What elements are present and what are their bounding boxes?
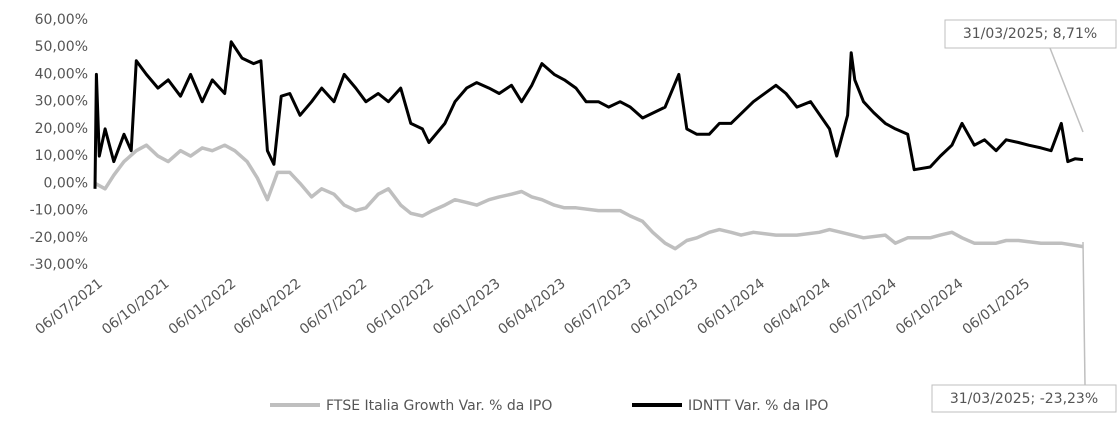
y-tick-label: -10,00% [30, 203, 88, 219]
x-tick-label: 06/10/2024 [893, 276, 967, 338]
y-tick-label: 50,00% [35, 39, 88, 55]
callout-leader [1049, 47, 1084, 133]
annotation: 31/03/2025; -23,23% [950, 391, 1098, 407]
y-tick-label: 20,00% [35, 121, 88, 137]
y-tick-label: 0,00% [44, 175, 88, 191]
y-tick-label: -30,00% [30, 257, 88, 273]
x-tick-label: 06/07/2022 [297, 276, 370, 338]
y-tick-label: 60,00% [35, 12, 88, 28]
x-tick-label: 06/10/2023 [628, 276, 701, 338]
line-series [93, 40, 1084, 189]
x-tick-label: 06/04/2022 [231, 276, 304, 338]
legend-label: IDNTT Var. % da IPO [688, 398, 828, 414]
x-tick-label: 06/01/2024 [695, 276, 769, 338]
callout-leader [1082, 241, 1086, 386]
y-tick-label: 10,00% [35, 148, 88, 164]
annotation: 31/03/2025; 8,71% [963, 26, 1097, 42]
x-tick-label: 06/04/2023 [495, 276, 568, 338]
x-tick-label: 06/07/2021 [32, 276, 105, 338]
x-tick-label: 06/01/2023 [430, 276, 503, 338]
x-tick-label: 06/04/2024 [760, 276, 834, 338]
callout-box [931, 384, 1117, 413]
x-tick-label: 06/07/2023 [561, 276, 634, 338]
legend-label: FTSE Italia Growth Var. % da IPO [326, 398, 552, 414]
y-tick-label: -20,00% [30, 230, 88, 246]
line-series [94, 143, 1084, 251]
y-tick-label: 40,00% [35, 66, 88, 82]
x-tick-label: 06/01/2025 [960, 276, 1033, 338]
x-tick-label: 06/10/2022 [364, 276, 437, 338]
x-tick-label: 06/07/2024 [826, 276, 900, 338]
callout-box [944, 19, 1117, 49]
x-tick-label: 06/10/2021 [99, 276, 172, 338]
x-tick-label: 06/01/2022 [166, 276, 239, 338]
y-tick-label: 30,00% [35, 94, 88, 110]
